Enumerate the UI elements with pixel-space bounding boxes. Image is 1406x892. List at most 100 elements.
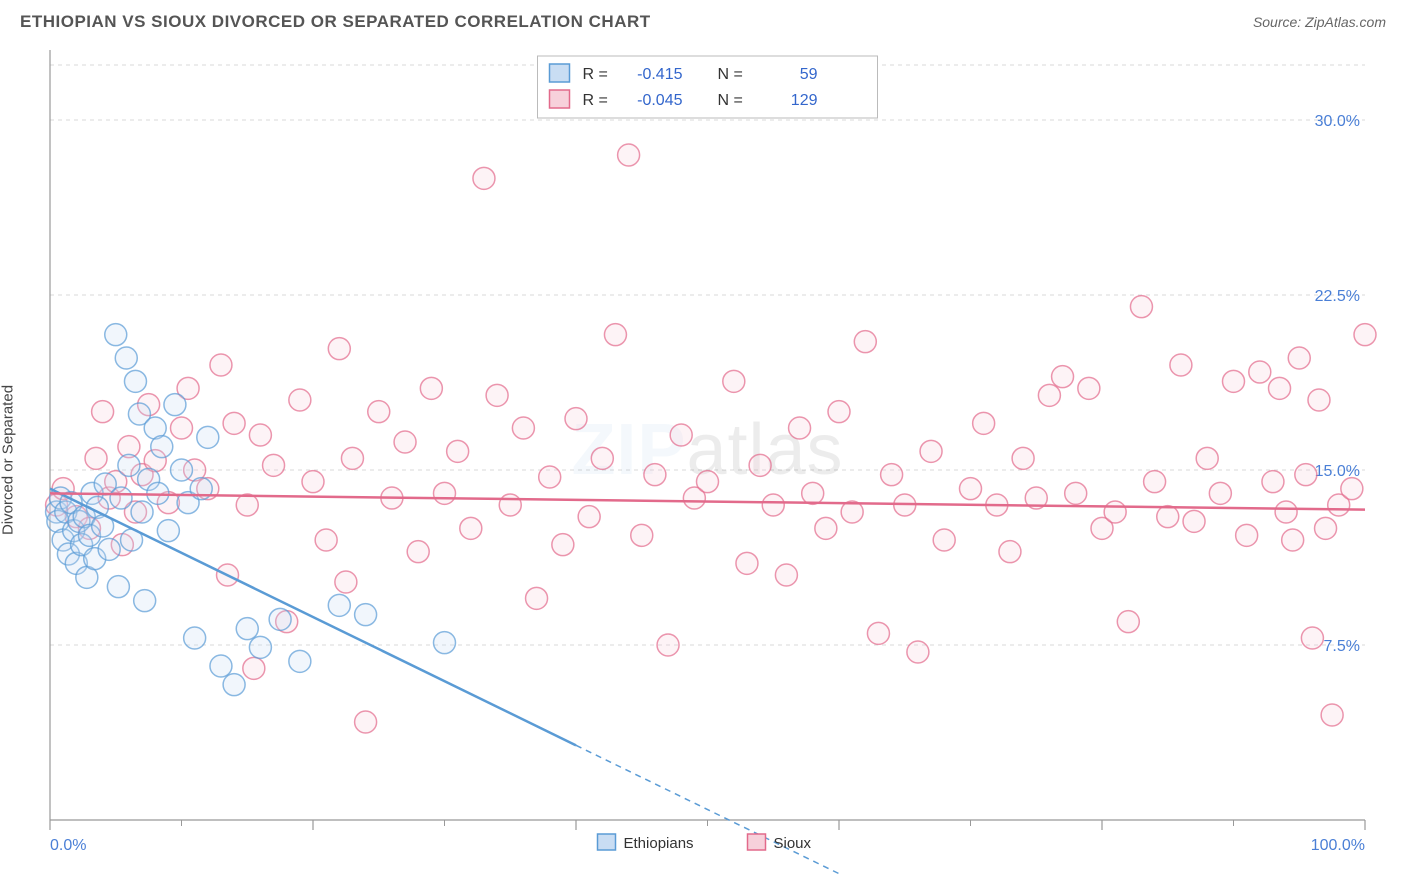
scatter-point (171, 417, 193, 439)
chart-header: ETHIOPIAN VS SIOUX DIVORCED OR SEPARATED… (0, 0, 1406, 40)
scatter-point (107, 576, 129, 598)
scatter-point (854, 331, 876, 353)
scatter-point (670, 424, 692, 446)
x-tick-label: 100.0% (1311, 837, 1365, 854)
y-tick-label: 30.0% (1315, 113, 1360, 130)
scatter-point (1052, 366, 1074, 388)
scatter-point (394, 431, 416, 453)
legend-r-value: -0.045 (637, 92, 682, 109)
scatter-point (1308, 389, 1330, 411)
scatter-point (434, 632, 456, 654)
scatter-point (1262, 471, 1284, 493)
legend-r-label: R = (583, 92, 608, 109)
scatter-point (512, 417, 534, 439)
scatter-point (920, 440, 942, 462)
scatter-point (789, 417, 811, 439)
scatter-point (1282, 529, 1304, 551)
scatter-point (1196, 447, 1218, 469)
scatter-point (302, 471, 324, 493)
scatter-point (1065, 482, 1087, 504)
chart-title: ETHIOPIAN VS SIOUX DIVORCED OR SEPARATED… (20, 12, 651, 32)
scatter-point (539, 466, 561, 488)
y-axis-label: Divorced or Separated (0, 385, 17, 535)
y-tick-label: 7.5% (1324, 638, 1360, 655)
scatter-point (341, 447, 363, 469)
scatter-point (578, 506, 600, 528)
scatter-point (151, 436, 173, 458)
legend-swatch (550, 90, 570, 108)
scatter-point (289, 389, 311, 411)
scatter-point (486, 384, 508, 406)
scatter-point (243, 657, 265, 679)
scatter-point (1321, 704, 1343, 726)
scatter-point (1078, 377, 1100, 399)
legend-n-value: 129 (791, 92, 818, 109)
scatter-point (98, 538, 120, 560)
scatter-point (1170, 354, 1192, 376)
scatter-point (118, 454, 140, 476)
scatter-point (1301, 627, 1323, 649)
scatter-point (973, 412, 995, 434)
scatter-point (447, 440, 469, 462)
scatter-point (723, 370, 745, 392)
scatter-point (604, 324, 626, 346)
trend-line-dashed (576, 745, 839, 873)
scatter-point (1315, 517, 1337, 539)
scatter-point (110, 487, 132, 509)
scatter-point (1354, 324, 1376, 346)
scatter-point (236, 618, 258, 640)
trend-line (50, 489, 576, 746)
scatter-point (164, 394, 186, 416)
scatter-point (933, 529, 955, 551)
scatter-point (335, 571, 357, 593)
scatter-point (210, 655, 232, 677)
legend-n-label: N = (718, 92, 743, 109)
scatter-point (328, 338, 350, 360)
scatter-point (697, 471, 719, 493)
scatter-point (315, 529, 337, 551)
scatter-point (1341, 478, 1363, 500)
scatter-point (184, 627, 206, 649)
y-tick-label: 22.5% (1315, 288, 1360, 305)
scatter-point (999, 541, 1021, 563)
scatter-point (92, 401, 114, 423)
scatter-point (736, 552, 758, 574)
scatter-point (1038, 384, 1060, 406)
scatter-point (85, 447, 107, 469)
scatter-point (1249, 361, 1271, 383)
scatter-point (236, 494, 258, 516)
scatter-point (1288, 347, 1310, 369)
scatter-point (1117, 611, 1139, 633)
scatter-point (460, 517, 482, 539)
scatter-point (124, 370, 146, 392)
scatter-point (105, 324, 127, 346)
scatter-point (269, 608, 291, 630)
scatter-point (197, 426, 219, 448)
scatter-point (263, 454, 285, 476)
scatter-point (289, 650, 311, 672)
scatter-point (499, 494, 521, 516)
scatter-point (407, 541, 429, 563)
scatter-point (134, 590, 156, 612)
scatter-point (223, 412, 245, 434)
scatter-point (434, 482, 456, 504)
scatter-point (867, 622, 889, 644)
scatter-point (552, 534, 574, 556)
scatter-point (157, 520, 179, 542)
bottom-legend-swatch (748, 834, 766, 850)
scatter-point (420, 377, 442, 399)
scatter-point (328, 594, 350, 616)
scatter-point (631, 524, 653, 546)
chart-container: Divorced or Separated 7.5%15.0%22.5%30.0… (0, 40, 1406, 880)
scatter-point (210, 354, 232, 376)
scatter-point (1269, 377, 1291, 399)
scatter-point (1295, 464, 1317, 486)
bottom-legend-label: Sioux (774, 835, 812, 852)
legend-r-label: R = (583, 66, 608, 83)
scatter-point (775, 564, 797, 586)
legend-n-label: N = (718, 66, 743, 83)
scatter-point (1130, 296, 1152, 318)
scatter-point (1157, 506, 1179, 528)
scatter-point (815, 517, 837, 539)
scatter-point (565, 408, 587, 430)
